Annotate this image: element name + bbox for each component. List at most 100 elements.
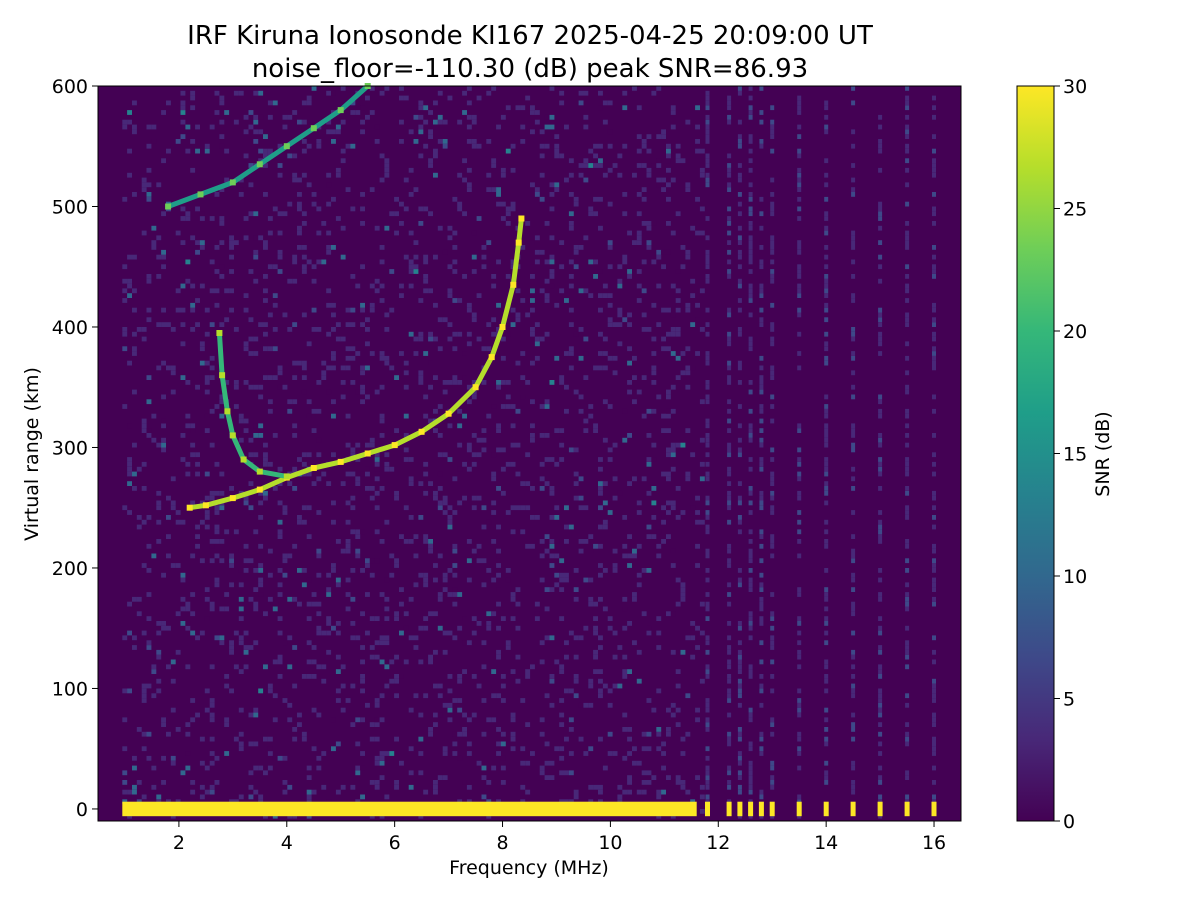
noise-cell: [602, 524, 608, 530]
noise-cell: [617, 153, 623, 159]
noise-cell: [770, 341, 775, 347]
noise-cell: [748, 341, 753, 347]
noise-cell: [737, 437, 742, 443]
noise-cell: [824, 466, 829, 472]
noise-cell: [209, 717, 215, 723]
noise-cell: [379, 90, 385, 96]
noise-cell: [670, 563, 676, 568]
noise-cell: [267, 375, 273, 380]
noise-cell: [559, 664, 565, 670]
noise-cell: [263, 375, 268, 380]
noise-cell: [675, 722, 681, 727]
noise-cell: [695, 495, 700, 501]
noise-cell: [423, 461, 429, 467]
noise-cell: [737, 211, 742, 217]
noise-cell: [263, 245, 268, 250]
noise-cell: [466, 447, 472, 453]
noise-cell: [824, 587, 829, 592]
noise-cell: [905, 702, 910, 708]
noise-cell: [905, 664, 910, 670]
noise-cell: [705, 105, 710, 111]
noise-cell: [408, 481, 414, 486]
noise-cell: [641, 413, 647, 419]
noise-cell: [695, 196, 700, 202]
noise-cell: [326, 616, 332, 621]
noise-cell: [408, 167, 414, 173]
noise-cell: [612, 630, 618, 636]
noise-cell: [759, 751, 764, 756]
noise-cell: [705, 775, 710, 780]
noise-cell: [651, 707, 657, 713]
noise-cell: [491, 163, 497, 168]
noise-cell: [199, 211, 205, 217]
noise-cell: [617, 312, 623, 318]
noise-cell: [466, 717, 472, 723]
noise-cell: [748, 423, 753, 429]
noise-cell: [433, 495, 438, 501]
noise-cell: [932, 245, 936, 250]
noise-cell: [355, 741, 361, 747]
noise-cell: [311, 746, 317, 752]
noise-cell: [737, 240, 742, 245]
noise-cell: [175, 611, 181, 617]
noise-cell: [423, 616, 429, 621]
noise-cell: [737, 702, 742, 708]
noise-cell: [369, 645, 375, 650]
noise-cell: [146, 640, 152, 646]
noise-cell: [675, 375, 681, 380]
noise-cell: [491, 539, 497, 544]
noise-cell: [632, 172, 637, 178]
noise-cell: [161, 249, 166, 255]
noise-cell: [905, 143, 910, 149]
noise-cell: [905, 384, 910, 390]
noise-cell: [219, 394, 225, 400]
noise-cell: [670, 110, 676, 115]
noise-cell: [905, 240, 910, 245]
noise-cell: [263, 495, 268, 501]
noise-cell: [549, 283, 555, 289]
noise-cell: [824, 707, 829, 713]
noise-cell: [253, 235, 259, 241]
noise-cell: [321, 784, 327, 790]
noise-cell: [141, 230, 147, 236]
noise-cell: [496, 124, 501, 130]
noise-cell: [384, 163, 390, 168]
noise-cell: [350, 471, 356, 477]
noise-cell: [433, 408, 438, 414]
noise-cell: [632, 760, 637, 766]
noise-cell: [457, 466, 463, 472]
noise-cell: [510, 404, 516, 409]
noise-cell: [685, 789, 691, 795]
noise-cell: [238, 731, 244, 737]
noise-cell: [727, 163, 732, 168]
noise-cell: [656, 158, 662, 164]
noise-cell: [466, 384, 472, 390]
noise-cell: [263, 148, 268, 154]
noise-cell: [690, 625, 696, 631]
noise-cell: [549, 659, 555, 665]
noise-cell: [759, 442, 764, 448]
noise-cell: [277, 249, 283, 255]
noise-cell: [253, 139, 259, 144]
noise-cell: [365, 486, 370, 491]
noise-cell: [253, 114, 259, 120]
noise-cell: [136, 466, 142, 472]
noise-cell: [243, 341, 249, 347]
noise-cell: [737, 254, 742, 260]
noise-cell: [263, 331, 268, 337]
noise-cell: [248, 336, 254, 342]
noise-cell: [408, 457, 414, 462]
noise-cell: [905, 592, 910, 597]
noise-cell: [379, 418, 385, 424]
noise-cell: [136, 327, 142, 332]
noise-cell: [394, 563, 399, 568]
noise-cell: [190, 283, 196, 289]
noise-cell: [727, 249, 732, 255]
noise-cell: [622, 669, 628, 674]
noise-cell: [403, 457, 409, 462]
noise-cell: [180, 341, 186, 347]
noise-cell: [447, 235, 453, 241]
noise-cell: [394, 674, 399, 679]
noise-cell: [675, 515, 681, 520]
noise-cell: [345, 592, 351, 597]
